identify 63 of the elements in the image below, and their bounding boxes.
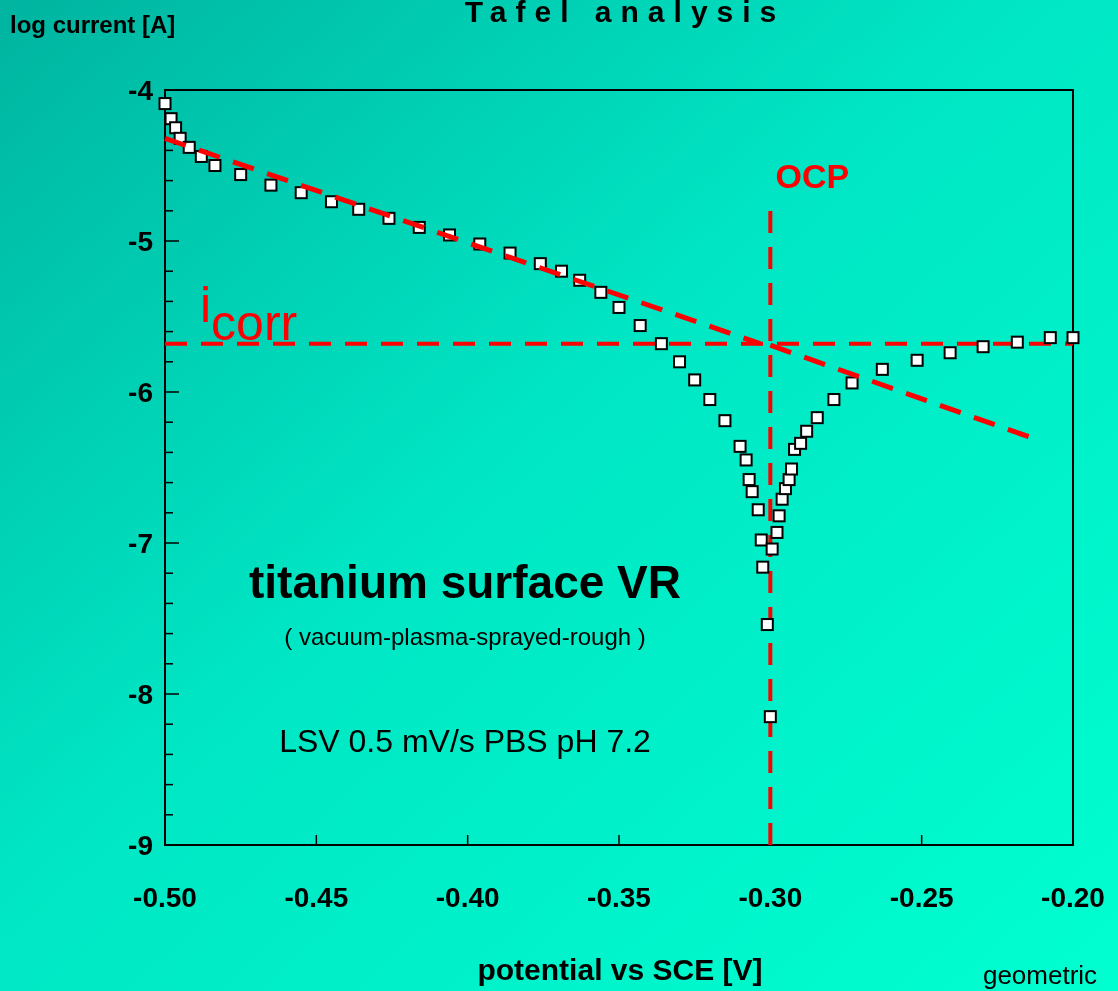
point — [845, 376, 859, 390]
x-tick-label: -0.25 — [889, 882, 954, 913]
point — [208, 159, 222, 172]
x-tick-label: -0.20 — [1041, 882, 1105, 913]
point — [718, 414, 732, 428]
point — [352, 202, 366, 216]
point — [703, 393, 717, 407]
point — [673, 355, 687, 369]
point — [612, 300, 626, 314]
point — [772, 509, 786, 523]
x-tick-label: -0.50 — [133, 882, 197, 913]
point — [234, 168, 248, 182]
x-tick-label: -0.45 — [284, 882, 349, 913]
x-tick-label: -0.35 — [587, 882, 651, 913]
point — [594, 285, 608, 299]
point — [800, 424, 814, 438]
annotation: ( vacuum-plasma-sprayed-rough ) — [284, 623, 646, 650]
point — [745, 485, 759, 499]
y-tick-label: -9 — [128, 830, 153, 861]
y-tick-label: -8 — [128, 679, 153, 710]
point — [1043, 331, 1057, 345]
x-tick-label: -0.40 — [435, 882, 500, 913]
point — [794, 436, 808, 450]
annotation: titanium surface VR — [249, 556, 681, 608]
point — [754, 533, 768, 547]
ref-line-label: OCP — [775, 157, 850, 195]
point — [688, 373, 702, 387]
point — [770, 525, 784, 539]
y-tick-label: -4 — [128, 75, 154, 106]
point — [751, 503, 765, 517]
point — [785, 462, 799, 476]
point — [910, 353, 924, 367]
y-tick-label: -6 — [128, 377, 153, 408]
point — [760, 618, 774, 632]
y-axis-title: log current [A] — [10, 11, 176, 38]
point — [976, 340, 990, 354]
y-tick-label: -5 — [128, 226, 153, 257]
point — [633, 319, 647, 333]
point — [1066, 331, 1080, 345]
y-tick-label: -7 — [128, 528, 153, 559]
point — [742, 473, 756, 487]
point — [765, 542, 779, 556]
x-axis-title: potential vs SCE [V] — [477, 953, 763, 986]
point — [324, 195, 338, 209]
point — [182, 140, 196, 154]
point — [169, 121, 183, 135]
point — [158, 97, 172, 111]
point — [775, 492, 789, 506]
text: geometric — [982, 960, 1098, 990]
point — [827, 393, 841, 407]
point — [654, 337, 668, 351]
point — [763, 710, 777, 724]
point — [733, 439, 747, 453]
point — [1010, 335, 1024, 349]
point — [943, 346, 957, 360]
chart-title: Tafel analysis — [464, 0, 786, 28]
point — [875, 362, 889, 376]
point — [739, 453, 753, 467]
point — [264, 178, 278, 192]
point — [756, 560, 770, 574]
point — [810, 411, 824, 425]
x-tick-label: -0.30 — [738, 882, 803, 913]
annotation: LSV 0.5 mV/s PBS pH 7.2 — [279, 723, 651, 759]
